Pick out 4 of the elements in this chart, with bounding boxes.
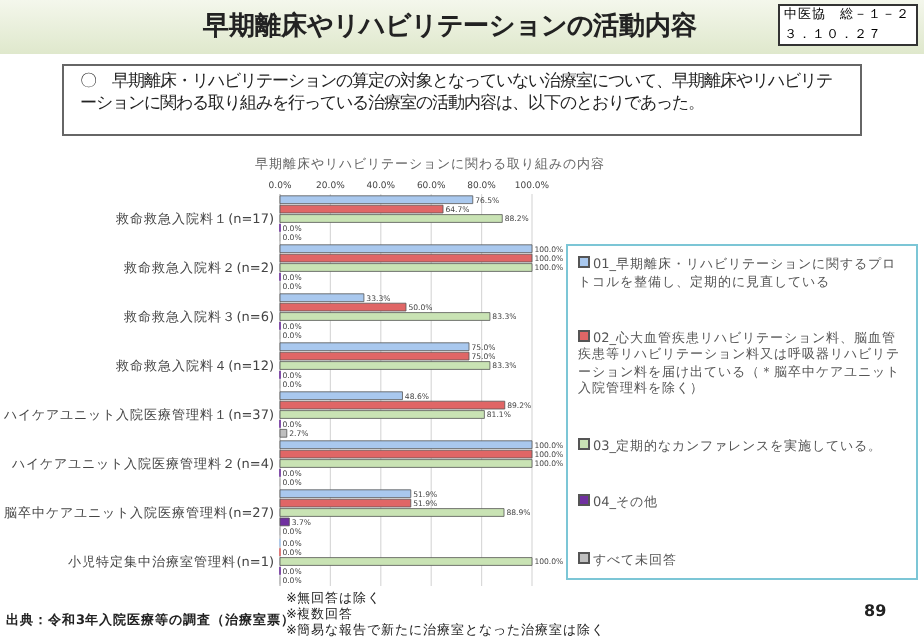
chart-title: 早期離床やリハビリテーションの活動内容 — [201, 9, 699, 44]
bar — [279, 557, 533, 566]
text: 〇 早期離床・リハビリテーションの算定の対象となっていない治療室について、早期離床やリハビリテーションに関わる取り組みを行っている治療室の活動内容は、以下のとおりであった。 — [62, 64, 862, 136]
text: 89 — [864, 602, 889, 620]
